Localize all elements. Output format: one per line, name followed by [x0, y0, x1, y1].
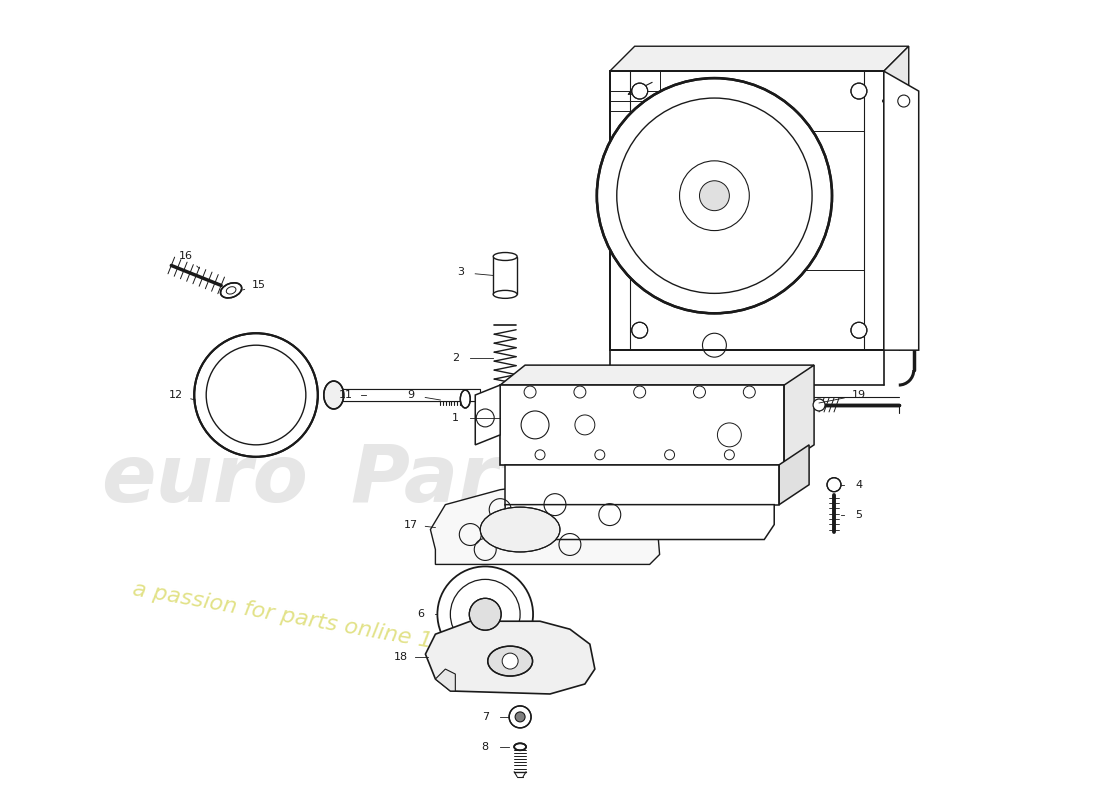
Text: 2: 2: [452, 353, 459, 363]
Polygon shape: [784, 365, 814, 465]
Circle shape: [700, 181, 729, 210]
Circle shape: [597, 78, 832, 314]
Text: 15: 15: [252, 280, 266, 290]
Text: 1: 1: [452, 413, 459, 423]
Circle shape: [813, 399, 825, 411]
Circle shape: [438, 566, 534, 662]
Polygon shape: [430, 482, 660, 565]
Text: euro: euro: [101, 441, 308, 518]
Text: 19: 19: [851, 390, 866, 400]
Circle shape: [503, 653, 518, 669]
Polygon shape: [883, 71, 918, 350]
Circle shape: [515, 712, 525, 722]
Ellipse shape: [493, 290, 517, 298]
Circle shape: [470, 598, 502, 630]
Polygon shape: [436, 669, 455, 691]
Polygon shape: [323, 389, 481, 401]
Text: 3: 3: [456, 267, 464, 278]
Polygon shape: [505, 505, 774, 539]
Circle shape: [631, 322, 648, 338]
Circle shape: [851, 83, 867, 99]
Polygon shape: [505, 465, 779, 505]
Text: 9: 9: [407, 390, 414, 400]
Text: 6: 6: [417, 610, 424, 619]
Text: 8: 8: [482, 742, 488, 752]
Text: 18: 18: [394, 652, 408, 662]
Polygon shape: [779, 445, 810, 505]
Circle shape: [851, 322, 867, 338]
Circle shape: [631, 83, 648, 99]
Ellipse shape: [460, 390, 471, 408]
Polygon shape: [426, 622, 595, 694]
Text: 17: 17: [404, 519, 418, 530]
Text: a passion for parts online 1985: a passion for parts online 1985: [132, 579, 476, 659]
Text: 16: 16: [179, 250, 194, 261]
Ellipse shape: [220, 283, 242, 298]
Text: 4: 4: [856, 480, 862, 490]
Ellipse shape: [487, 646, 532, 676]
Text: 12: 12: [169, 390, 184, 400]
Circle shape: [827, 478, 842, 492]
Text: S: S: [729, 434, 798, 526]
Circle shape: [509, 706, 531, 728]
Polygon shape: [475, 385, 500, 445]
Ellipse shape: [323, 381, 343, 409]
Text: 5: 5: [856, 510, 862, 520]
Ellipse shape: [493, 253, 517, 261]
Text: Parts: Parts: [351, 441, 585, 518]
Polygon shape: [500, 365, 814, 385]
Ellipse shape: [514, 743, 526, 750]
Circle shape: [898, 95, 910, 107]
Polygon shape: [609, 71, 883, 350]
Polygon shape: [609, 46, 909, 71]
Polygon shape: [493, 257, 517, 294]
Circle shape: [195, 334, 318, 457]
Ellipse shape: [481, 507, 560, 552]
Polygon shape: [883, 46, 909, 350]
Text: 7: 7: [482, 712, 488, 722]
Text: 11: 11: [339, 390, 353, 400]
Polygon shape: [500, 385, 784, 465]
